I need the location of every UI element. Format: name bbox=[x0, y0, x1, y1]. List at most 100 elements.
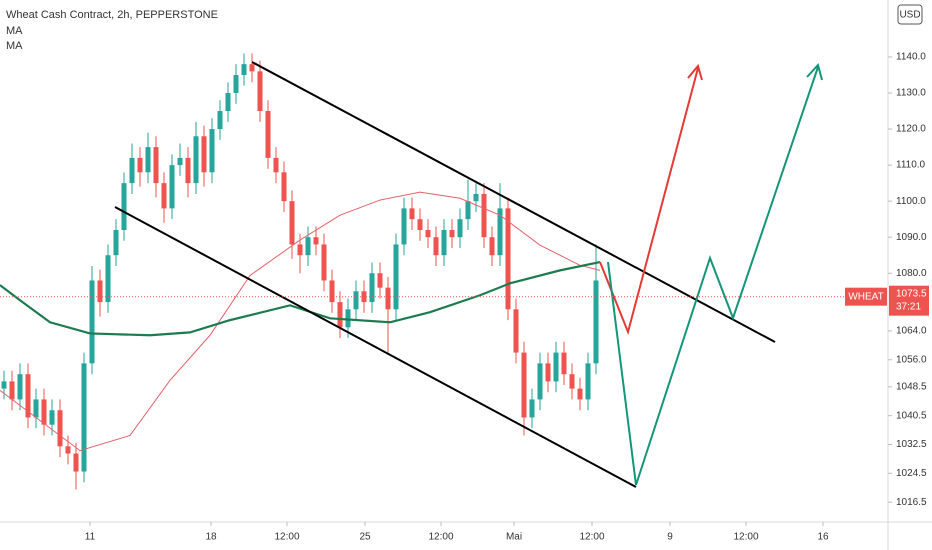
candle-body bbox=[553, 352, 559, 382]
candle-body bbox=[249, 64, 255, 72]
candle-body bbox=[121, 183, 127, 230]
candle-body bbox=[81, 363, 87, 472]
candle-body bbox=[289, 201, 295, 245]
candle-body bbox=[129, 157, 135, 184]
legend-entry: MA bbox=[6, 40, 23, 52]
candle-body bbox=[185, 157, 191, 184]
y-tick-label: 1130.0 bbox=[896, 88, 926, 99]
candle-body bbox=[1, 381, 7, 389]
y-tick-label: 1110.0 bbox=[896, 160, 926, 171]
x-tick-label: Mai bbox=[506, 532, 522, 543]
candle-body bbox=[273, 157, 279, 173]
x-tick-label: 9 bbox=[667, 532, 673, 543]
y-tick-label: 1090.0 bbox=[896, 232, 927, 243]
candle-body bbox=[49, 410, 55, 425]
candle-body bbox=[145, 147, 151, 173]
y-tick-label: 1024.5 bbox=[896, 468, 927, 479]
candle-body bbox=[401, 208, 407, 245]
candle-body bbox=[17, 374, 23, 400]
x-tick-label: 16 bbox=[817, 532, 829, 543]
candle-body bbox=[585, 363, 591, 400]
candle-body bbox=[233, 74, 239, 94]
candle-body bbox=[337, 302, 343, 328]
candle-body bbox=[57, 410, 63, 447]
projection-red bbox=[599, 67, 699, 336]
y-tick-label: 1016.5 bbox=[896, 497, 927, 508]
candle-body bbox=[201, 136, 207, 173]
candle-body bbox=[9, 381, 15, 400]
candle-body bbox=[409, 208, 415, 220]
candle-body bbox=[161, 183, 167, 209]
price-tag bbox=[889, 285, 929, 316]
y-tick-label: 1080.0 bbox=[896, 268, 927, 279]
y-tick-label: 1056.0 bbox=[896, 354, 927, 365]
candle-body bbox=[313, 237, 319, 245]
candle-body bbox=[465, 201, 471, 220]
chart-title: Wheat Cash Contract, 2h, PEPPERSTONE bbox=[6, 9, 218, 21]
candle-body bbox=[497, 208, 503, 256]
candle-body bbox=[545, 363, 551, 382]
channel-line bbox=[251, 61, 776, 343]
candle-body bbox=[577, 388, 583, 400]
currency-badge[interactable] bbox=[897, 4, 923, 25]
candle-body bbox=[505, 208, 511, 310]
x-tick-label: 12:00 bbox=[733, 532, 758, 543]
candle-body bbox=[521, 352, 527, 418]
candle-body bbox=[529, 399, 535, 418]
candle-body bbox=[97, 280, 103, 303]
candle-body bbox=[425, 229, 431, 238]
candle-body bbox=[457, 219, 463, 238]
candle-body bbox=[329, 280, 335, 303]
candle-body bbox=[433, 237, 439, 256]
price-label: 1073.5 bbox=[896, 288, 927, 299]
candle-body bbox=[489, 237, 495, 256]
candle-body bbox=[305, 237, 311, 256]
candle-body bbox=[321, 244, 327, 281]
y-tick-label: 1040.5 bbox=[896, 410, 927, 421]
candle-body bbox=[481, 193, 487, 238]
axes: 1140.0 1130.0 1120.0 1110.0 1100.0 1090.0 1080… bbox=[85, 52, 927, 543]
candle-body bbox=[377, 273, 383, 288]
symbol-label: WHEAT bbox=[848, 291, 883, 302]
y-tick-label: 1100.0 bbox=[896, 196, 926, 207]
candle-body bbox=[105, 255, 111, 303]
candle-body bbox=[41, 399, 47, 425]
candle-body bbox=[73, 453, 79, 472]
candle-body bbox=[89, 280, 95, 364]
candle-body bbox=[593, 280, 599, 364]
y-tick-label: 1032.5 bbox=[896, 439, 927, 450]
y-tick-label: 1048.5 bbox=[896, 381, 927, 392]
candle-body bbox=[513, 309, 519, 353]
x-tick-label: 25 bbox=[359, 532, 371, 543]
candle-body bbox=[393, 244, 399, 310]
candle-body bbox=[353, 291, 359, 310]
candle-body bbox=[153, 147, 159, 184]
arrow-head bbox=[806, 62, 823, 81]
candle-body bbox=[441, 229, 447, 256]
candle-body bbox=[537, 363, 543, 400]
candle-body bbox=[25, 374, 31, 418]
symbol-tag bbox=[845, 287, 887, 306]
candle-body bbox=[473, 193, 479, 202]
candle-body bbox=[169, 165, 175, 209]
candle-body bbox=[297, 244, 303, 256]
candle-body bbox=[281, 172, 287, 202]
x-tick-label: 12:00 bbox=[579, 532, 604, 543]
drawings bbox=[0, 61, 888, 488]
legend-entry: MA bbox=[6, 25, 23, 37]
moving-average bbox=[0, 191, 601, 452]
y-tick-label: 1064.0 bbox=[896, 326, 927, 337]
channel-line bbox=[114, 206, 637, 488]
candle-body bbox=[177, 157, 183, 166]
candle-body bbox=[369, 273, 375, 303]
candle-body bbox=[225, 93, 231, 112]
candle-body bbox=[569, 374, 575, 389]
candle-body bbox=[417, 219, 423, 230]
arrow-head bbox=[687, 63, 703, 81]
candle-body bbox=[137, 157, 143, 173]
candle-body bbox=[209, 129, 215, 173]
y-tick-label: 1120.0 bbox=[896, 124, 926, 135]
x-tick-label: 12:00 bbox=[428, 532, 453, 543]
